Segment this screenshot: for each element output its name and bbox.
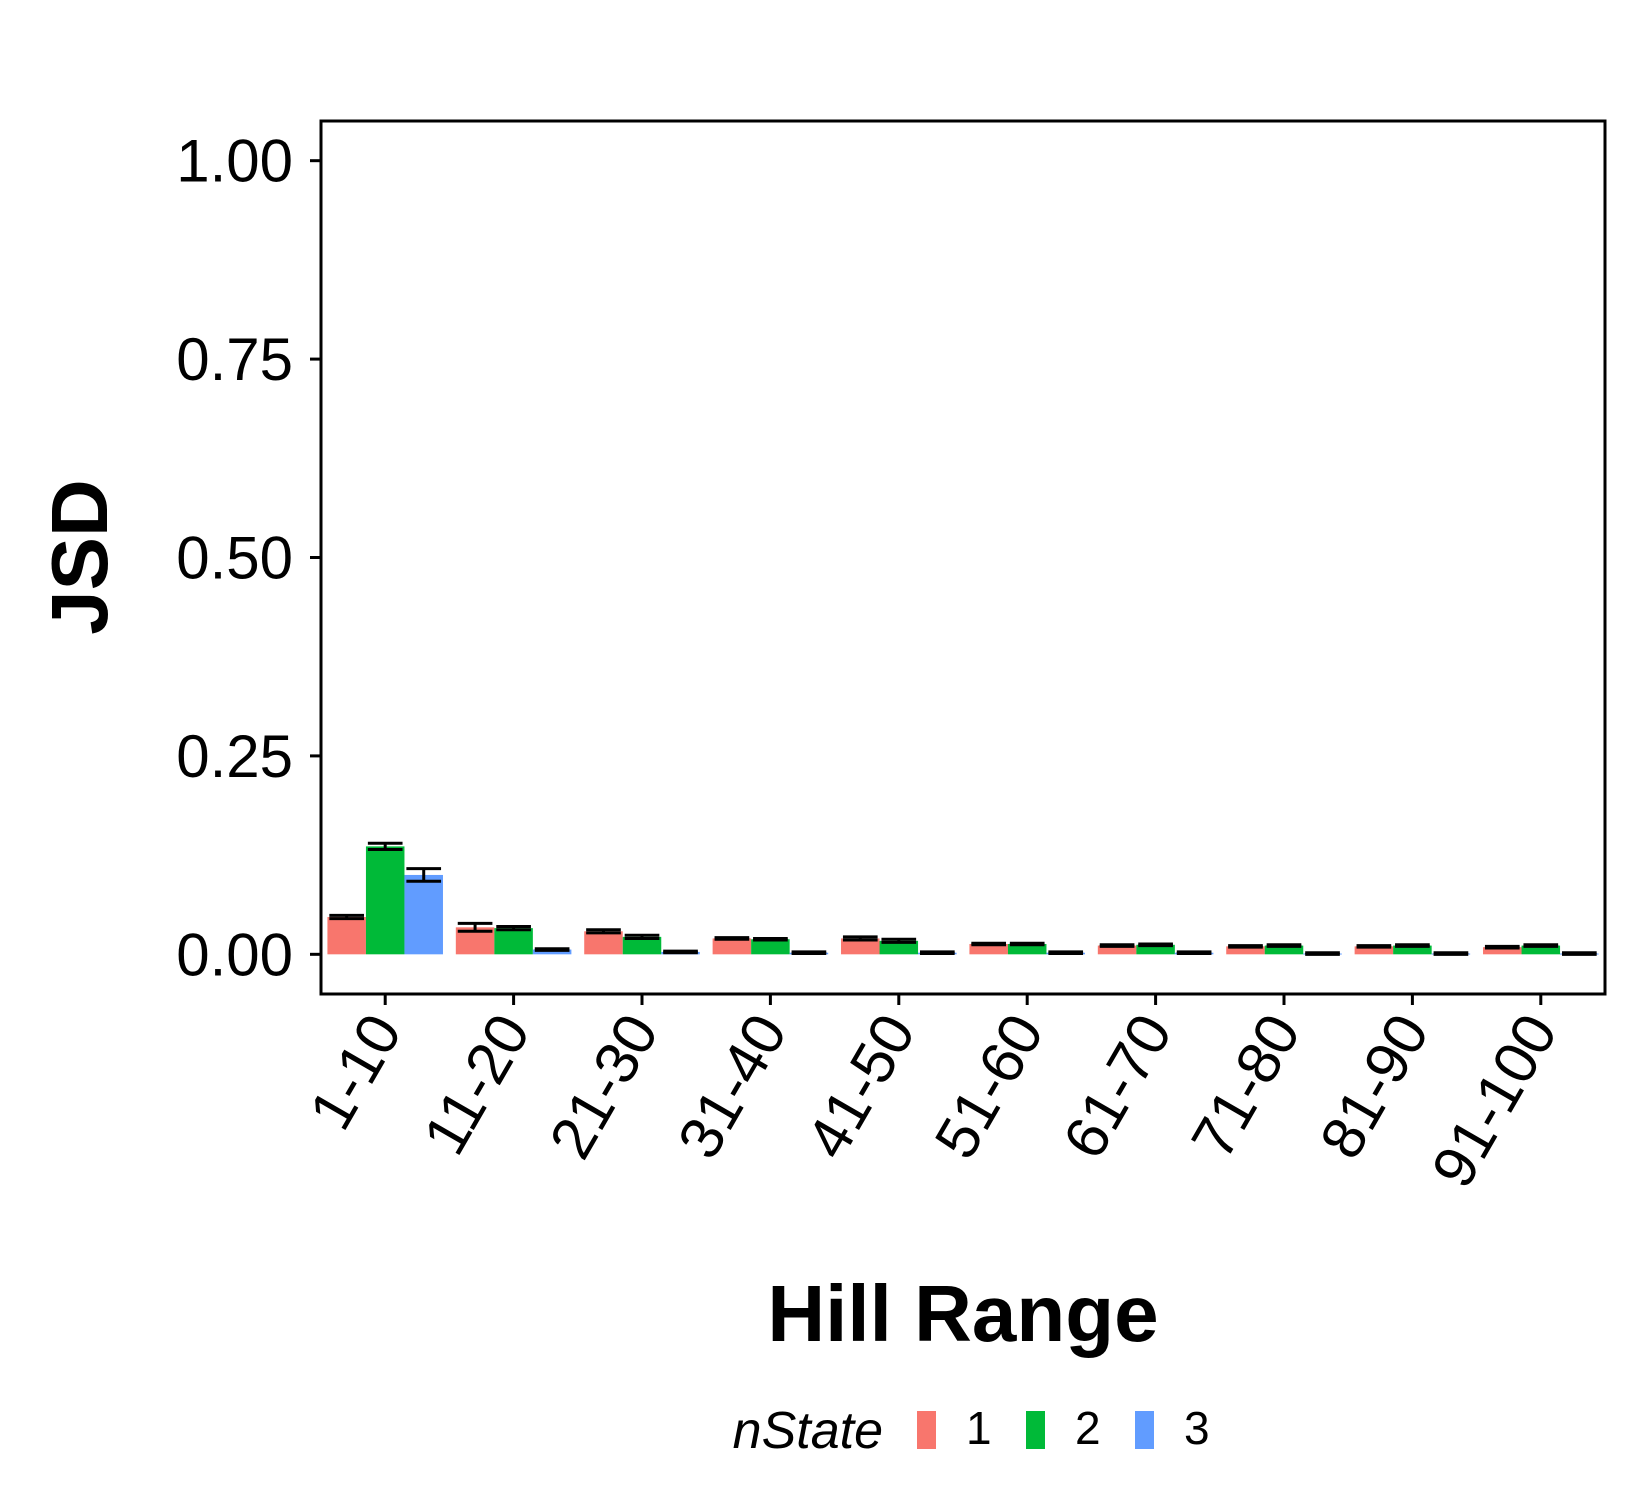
error-bar-nstate-2-1-10	[367, 841, 403, 852]
y-tick-label: 0.50	[176, 525, 293, 592]
error-bar-nstate-3-11-20	[534, 947, 570, 952]
error-bar-nstate-1-1-10	[329, 913, 365, 921]
bar-nstate-1-91-100	[1483, 947, 1522, 955]
y-axis-title: JSD	[35, 479, 124, 635]
error-bar-nstate-3-71-80	[1305, 951, 1340, 956]
legend-key-3	[1135, 1411, 1154, 1449]
bar-nstate-2-71-80	[1264, 945, 1304, 955]
y-tick-label: 0.75	[176, 326, 293, 393]
bar-nstate-3-1-10	[404, 874, 443, 955]
error-bar-nstate-1-31-40	[714, 936, 750, 941]
bar-nstate-1-51-60	[969, 944, 1008, 955]
error-bar-nstate-2-51-60	[1009, 941, 1045, 947]
error-bar-nstate-1-41-50	[842, 935, 878, 942]
legend-title: nState	[733, 1402, 883, 1460]
plot-panel-border	[319, 119, 1607, 996]
x-tick-label: 91-100	[1419, 1003, 1570, 1198]
bar-nstate-2-91-100	[1521, 945, 1561, 955]
bar-nstate-1-71-80	[1226, 946, 1265, 955]
legend-key-2	[1026, 1411, 1045, 1449]
x-tick-label: 61-70	[1050, 1003, 1185, 1169]
bar-nstate-2-11-20	[494, 928, 533, 955]
bar-nstate-1-81-90	[1354, 946, 1394, 955]
bar-nstate-3-11-20	[532, 949, 572, 955]
error-bar-nstate-2-91-100	[1523, 943, 1559, 948]
bar-nstate-1-1-10	[327, 917, 366, 955]
bars-layer	[327, 846, 1599, 955]
error-bar-nstate-2-71-80	[1266, 943, 1302, 948]
bar-nstate-1-31-40	[712, 938, 752, 955]
x-tick-label: 51-60	[922, 1003, 1057, 1169]
bar-nstate-2-51-60	[1007, 944, 1047, 955]
error-bar-nstate-2-81-90	[1395, 943, 1430, 948]
error-bar-nstate-3-61-70	[1176, 950, 1212, 956]
x-tick-label: 1-10	[296, 1003, 414, 1141]
error-bar-nstate-3-1-10	[406, 867, 442, 883]
error-bar-nstate-1-91-100	[1484, 944, 1520, 950]
error-bar-nstate-3-91-100	[1561, 951, 1597, 956]
error-bar-nstate-2-41-50	[881, 937, 917, 944]
x-axis-title: Hill Range	[767, 1269, 1158, 1358]
legend-label-2: 2	[1075, 1402, 1101, 1454]
error-bar-nstate-2-31-40	[753, 936, 788, 942]
error-bar-nstate-2-21-30	[624, 933, 660, 940]
error-bar-nstate-2-61-70	[1138, 942, 1173, 948]
error-bars-layer	[329, 841, 1597, 956]
x-tick-label: 21-30	[537, 1003, 672, 1169]
error-bar-nstate-1-51-60	[971, 941, 1007, 947]
error-bar-nstate-3-41-50	[919, 950, 955, 956]
x-tick-label: 31-40	[665, 1003, 800, 1169]
y-tick-label: 0.00	[176, 921, 293, 988]
error-bar-nstate-1-61-70	[1099, 943, 1135, 948]
error-bar-nstate-1-21-30	[586, 928, 621, 935]
bar-nstate-2-1-10	[365, 846, 405, 955]
bar-nstate-2-61-70	[1136, 944, 1175, 955]
legend-label-3: 3	[1184, 1402, 1210, 1454]
error-bar-nstate-1-11-20	[457, 921, 493, 933]
error-bar-nstate-3-21-30	[663, 949, 698, 955]
legend: nState 1 2 3	[733, 1402, 1210, 1460]
bar-nstate-2-81-90	[1393, 945, 1432, 955]
legend-label-1: 1	[966, 1402, 992, 1454]
bar-nstate-1-21-30	[584, 931, 623, 955]
error-bar-nstate-2-11-20	[496, 925, 531, 932]
x-tick-label: 11-20	[410, 1003, 543, 1166]
bar-nstate-1-61-70	[1097, 945, 1137, 955]
x-axis: 1-1011-2021-3031-4041-5051-6061-7071-808…	[296, 994, 1570, 1198]
y-axis: 0.00 0.25 0.50 0.75 1.00	[176, 128, 321, 988]
legend-key-1	[917, 1411, 936, 1449]
x-tick-label: 41-50	[793, 1003, 928, 1169]
x-tick-label: 71-80	[1179, 1003, 1314, 1169]
error-bar-nstate-1-71-80	[1228, 944, 1263, 949]
y-tick-label: 0.25	[176, 723, 293, 790]
error-bar-nstate-1-81-90	[1356, 944, 1392, 949]
error-bar-nstate-3-81-90	[1433, 951, 1469, 956]
error-bar-nstate-3-31-40	[791, 950, 827, 956]
bar-nstate-2-41-50	[879, 940, 919, 955]
bar-nstate-2-21-30	[622, 936, 662, 955]
error-bar-nstate-3-51-60	[1048, 950, 1084, 956]
bar-nstate-2-31-40	[751, 939, 790, 955]
bar-nstate-1-41-50	[841, 938, 880, 955]
x-tick-label: 81-90	[1307, 1003, 1442, 1169]
y-tick-label: 1.00	[176, 128, 293, 195]
